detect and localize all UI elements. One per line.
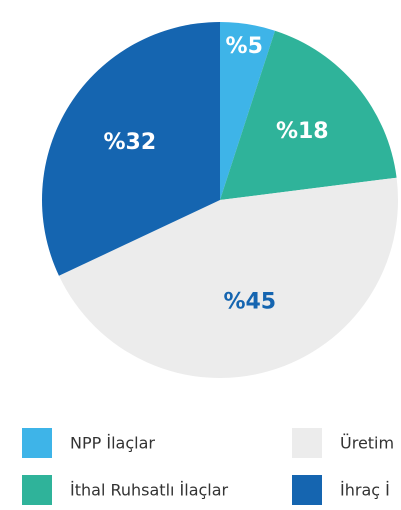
slice-label: %32: [103, 130, 156, 155]
legend-swatch: [292, 475, 322, 505]
legend-label: Üretim: [340, 434, 394, 453]
slice-label: %5: [226, 34, 263, 59]
legend-label: İhraç İ: [340, 481, 390, 500]
pie-slice: [58, 177, 398, 379]
legend-label: NPP İlaçlar: [70, 434, 155, 453]
legend-swatch: [22, 428, 52, 458]
slice-label: %45: [223, 290, 276, 315]
legend-swatch: [22, 475, 52, 505]
pie-slice: [41, 22, 221, 276]
pie-slice: [220, 22, 276, 200]
legend-label: İthal Ruhsatlı İlaçlar: [70, 481, 229, 500]
slice-label: %18: [276, 119, 329, 144]
legend-swatch: [292, 428, 322, 458]
pie-slice: [220, 30, 397, 200]
